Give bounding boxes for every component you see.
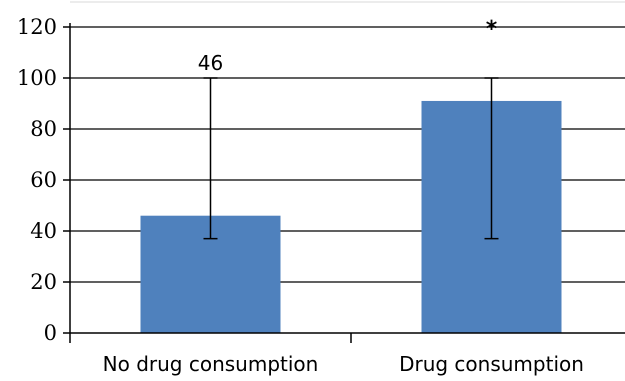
- y-tick-label: 120: [17, 15, 57, 39]
- y-tick-label: 60: [30, 168, 57, 192]
- axes: [63, 1, 625, 343]
- x-tick-label: Drug consumption: [399, 352, 584, 376]
- y-tick-label: 40: [30, 219, 57, 243]
- y-tick-label: 0: [44, 321, 57, 345]
- y-tick-label: 20: [30, 270, 57, 294]
- data-label: 46: [198, 51, 223, 75]
- x-tick-labels: No drug consumption Drug consumption: [103, 352, 584, 376]
- error-bars: [203, 77, 499, 240]
- bars: [140, 100, 562, 333]
- x-tick-label: No drug consumption: [103, 352, 319, 376]
- y-tick-label: 100: [17, 66, 57, 90]
- data-labels: 46 *: [198, 17, 498, 75]
- y-tick-label: 80: [30, 117, 57, 141]
- significance-marker: *: [486, 17, 498, 42]
- y-tick-labels: 0 20 40 60 80 100 120: [17, 15, 57, 345]
